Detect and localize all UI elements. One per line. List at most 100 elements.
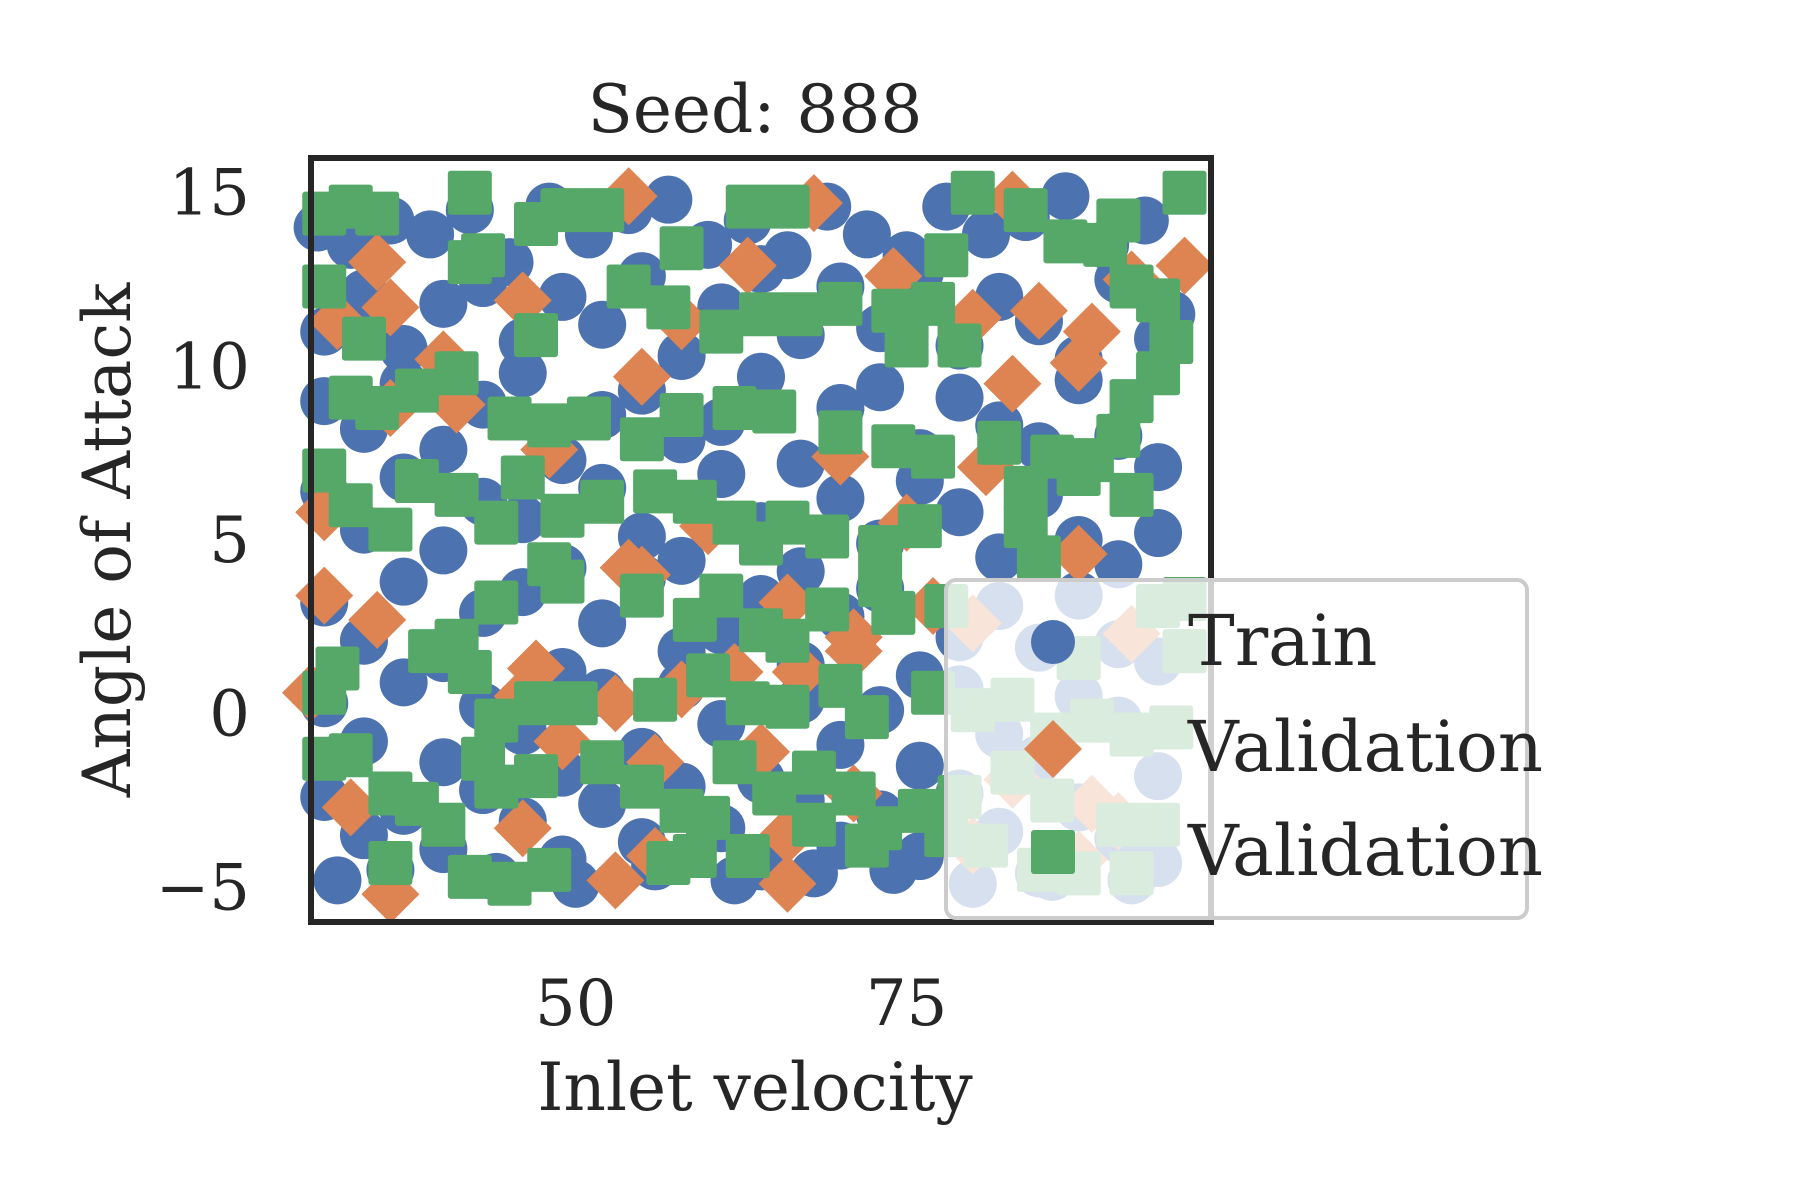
validation-square-point-15 [1096,198,1141,243]
train-point-126 [895,741,944,790]
y-tick-label-2: 5 [209,504,250,578]
validation-square-point-73 [765,500,810,545]
validation-square-point-52 [1149,320,1194,365]
validation-square-point-33 [434,351,479,396]
validation-square-point-118 [421,802,466,847]
validation-square-point-66 [500,455,545,500]
validation-square-point-57 [1109,472,1154,517]
train-point-26 [419,279,468,328]
validation-square-point-24 [739,292,783,337]
validation-square-point-104 [765,684,810,729]
validation-square-point-144 [791,802,836,847]
validation-diamond-point-17 [983,354,1042,413]
validation-square-point-5 [580,188,625,233]
validation-diamond-point-59 [758,854,817,913]
legend-validation-square-marker [1031,830,1075,874]
train-point-9 [644,175,693,224]
validation-square-point-23 [699,309,744,354]
validation-square-point-75 [858,524,903,569]
validation-square-point-49 [1096,413,1141,458]
validation-diamond-point-41 [586,674,645,733]
validation-square-point-143 [725,834,770,879]
validation-square-point-127 [752,771,797,816]
y-axis-label: Angle of Attack [69,282,146,799]
train-point-80 [816,474,865,523]
validation-square-point-22 [646,285,691,330]
validation-square-point-10 [765,184,810,229]
validation-square-point-121 [514,754,558,799]
y-tick-label-3: 10 [169,330,250,404]
train-point-87 [1094,540,1143,589]
validation-square-point-8 [659,226,704,271]
validation-square-point-99 [514,681,558,726]
train-point-50 [498,349,547,398]
train-point-14 [842,210,891,259]
validation-square-point-28 [911,281,956,326]
train-point-76 [657,536,706,585]
validation-square-point-3 [447,170,492,215]
validation-square-point-37 [527,403,572,448]
validation-square-point-35 [355,386,400,431]
legend-validation-diamond-label: Validation [1187,706,1543,788]
validation-diamond-point-52 [493,799,552,858]
validation-square-point-86 [871,590,916,635]
chart-title: Seed: 888 [588,71,923,148]
validation-square-point-126 [712,740,757,785]
x-tick-label-1: 75 [866,967,947,1041]
train-point-57 [776,439,825,488]
validation-square-point-101 [633,677,678,722]
validation-square-point-54 [1109,264,1154,309]
validation-square-point-80 [619,573,664,618]
train-point-114 [419,738,468,787]
train-point-25 [379,325,428,373]
validation-square-point-17 [924,233,969,278]
validation-square-point-74 [805,514,850,559]
y-tick-labels: −5 0 5 10 15 [156,157,250,926]
validation-square-point-68 [580,479,625,524]
validation-square-point-27 [871,288,916,333]
train-point-155 [313,856,362,905]
validation-square-point-32 [394,368,439,413]
validation-square-point-138 [447,854,492,899]
validation-square-point-55 [1003,465,1048,510]
validation-square-point-79 [540,559,585,604]
validation-square-point-12 [1003,188,1048,233]
validation-square-point-2 [355,191,400,236]
x-tick-label-0: 50 [535,967,616,1041]
validation-square-point-142 [672,834,717,879]
validation-square-point-69 [633,469,678,514]
validation-square-point-42 [752,389,797,434]
validation-diamond-point-51 [321,778,380,837]
validation-diamond-point-30 [348,590,407,649]
validation-square-point-128 [791,750,836,795]
validation-square-point-67 [540,493,585,538]
validation-square-point-56 [1056,452,1101,497]
validation-square-point-36 [487,396,532,441]
validation-square-point-29 [884,323,929,368]
validation-square-point-6 [514,201,558,246]
validation-square-point-62 [368,507,413,552]
validation-diamond-point-4 [718,236,777,295]
validation-diamond-point-28 [1049,524,1108,583]
train-point-91 [379,557,428,606]
legend-validation-square-label: Validation [1187,810,1543,892]
train-point-70 [419,526,468,575]
validation-square-point-46 [977,420,1022,465]
validation-square-point-139 [487,861,532,906]
train-point-61 [935,373,984,422]
train-point-59 [856,363,905,412]
validation-square-point-63 [394,458,439,503]
validation-square-point-103 [725,681,770,726]
train-point-3 [406,210,455,259]
validation-square-point-43 [818,410,863,455]
validation-square-point-125 [686,795,731,840]
validation-square-point-137 [368,840,413,885]
validation-square-point-11 [950,170,995,215]
train-point-30 [578,300,627,349]
validation-square-point-100 [553,681,598,726]
validation-square-point-122 [580,740,625,785]
validation-square-point-120 [474,764,519,809]
train-point-88 [1134,509,1183,558]
x-axis-label: Inlet velocity [537,1049,973,1126]
validation-square-point-13 [1043,219,1088,264]
